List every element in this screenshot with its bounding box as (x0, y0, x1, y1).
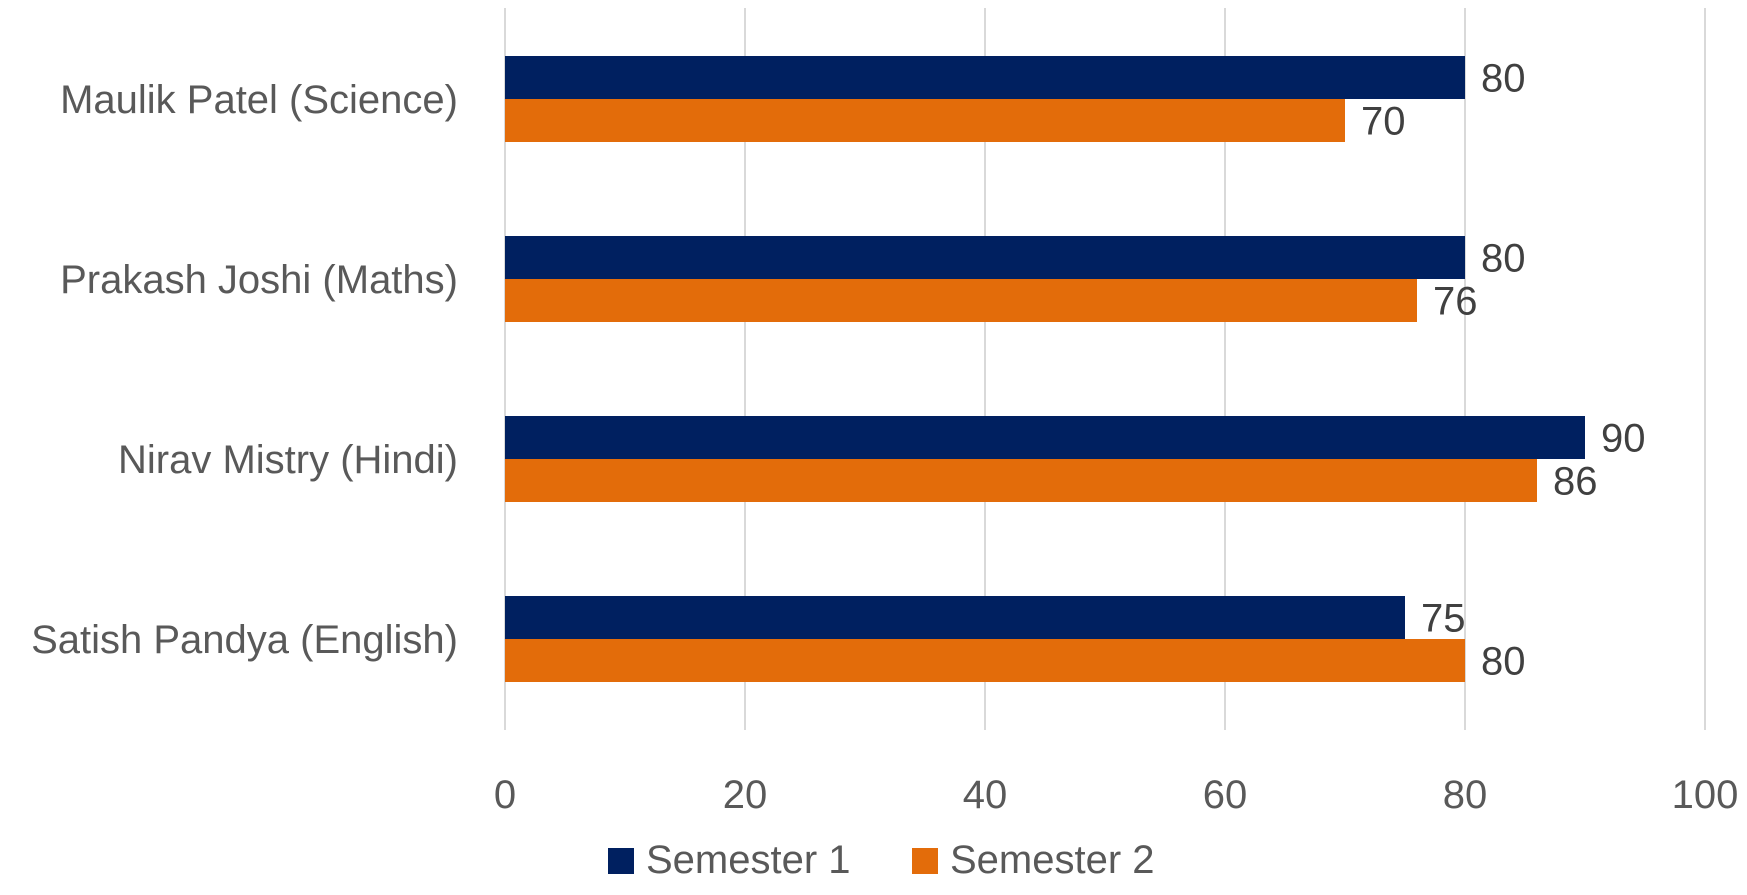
data-label: 80 (1481, 640, 1526, 684)
legend-label: Semester 2 (950, 838, 1155, 882)
data-label: 80 (1481, 237, 1526, 281)
bar-semester-1 (505, 56, 1465, 99)
legend-swatch (912, 848, 938, 874)
bar-semester-2 (505, 459, 1537, 502)
data-label: 76 (1433, 280, 1478, 324)
bar-semester-2 (505, 639, 1465, 682)
x-tick-label: 100 (1672, 773, 1739, 817)
legend-label: Semester 1 (646, 838, 851, 882)
category-label: Maulik Patel (Science) (60, 78, 458, 122)
x-tick-labels: 0 20 40 60 80 100 (494, 773, 1739, 817)
x-tick-label: 0 (494, 773, 516, 817)
category-label: Nirav Mistry (Hindi) (118, 438, 458, 482)
bar-semester-2 (505, 99, 1345, 142)
category-label: Prakash Joshi (Maths) (60, 258, 458, 302)
data-labels: 80 80 90 75 70 76 86 80 (1361, 57, 1646, 684)
bars (505, 56, 1585, 682)
legend: Semester 1 Semester 2 (608, 838, 1155, 882)
bar-semester-2 (505, 279, 1417, 322)
bar-semester-1 (505, 236, 1465, 279)
data-label: 75 (1421, 597, 1466, 641)
x-tick-label: 80 (1443, 773, 1488, 817)
category-labels: Maulik Patel (Science) Prakash Joshi (Mat… (31, 78, 458, 662)
bar-semester-1 (505, 416, 1585, 459)
data-label: 70 (1361, 100, 1406, 144)
data-label: 86 (1553, 460, 1598, 504)
legend-swatch (608, 848, 634, 874)
bar-semester-1 (505, 596, 1405, 639)
x-tick-label: 60 (1203, 773, 1248, 817)
x-tick-label: 20 (723, 773, 768, 817)
data-label: 90 (1601, 417, 1646, 461)
x-tick-label: 40 (963, 773, 1008, 817)
category-label: Satish Pandya (English) (31, 618, 458, 662)
data-label: 80 (1481, 57, 1526, 101)
